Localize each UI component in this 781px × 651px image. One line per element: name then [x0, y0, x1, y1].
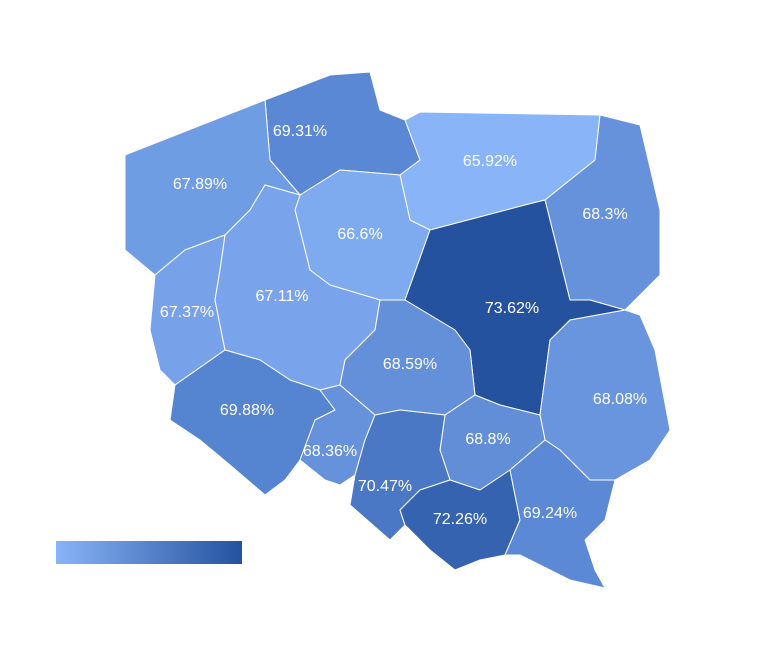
region-label: 68.59% [383, 356, 437, 373]
region-label: 69.24% [523, 505, 577, 522]
region-label: 69.88% [220, 402, 274, 419]
region-label: 68.36% [303, 443, 357, 460]
region-label: 67.89% [173, 176, 227, 193]
region-label: 70.47% [358, 478, 412, 495]
regions [124, 71, 671, 589]
region-label: 69.31% [273, 123, 327, 140]
region-label: 65.92% [463, 153, 517, 170]
region-label: 72.26% [433, 511, 487, 528]
region-label: 68.8% [465, 431, 510, 448]
region-label: 66.6% [337, 226, 382, 243]
labels: 69.31% 67.89% 65.92% 68.3% 66.6% 67.37% … [160, 123, 647, 528]
region [299, 384, 376, 486]
region [504, 439, 616, 589]
region-label: 68.08% [593, 391, 647, 408]
region-label: 67.37% [160, 304, 214, 321]
color-scale-legend [56, 541, 242, 564]
region-label: 67.11% [255, 288, 308, 305]
region-label: 73.62% [485, 300, 539, 317]
region-label: 68.3% [582, 206, 627, 223]
